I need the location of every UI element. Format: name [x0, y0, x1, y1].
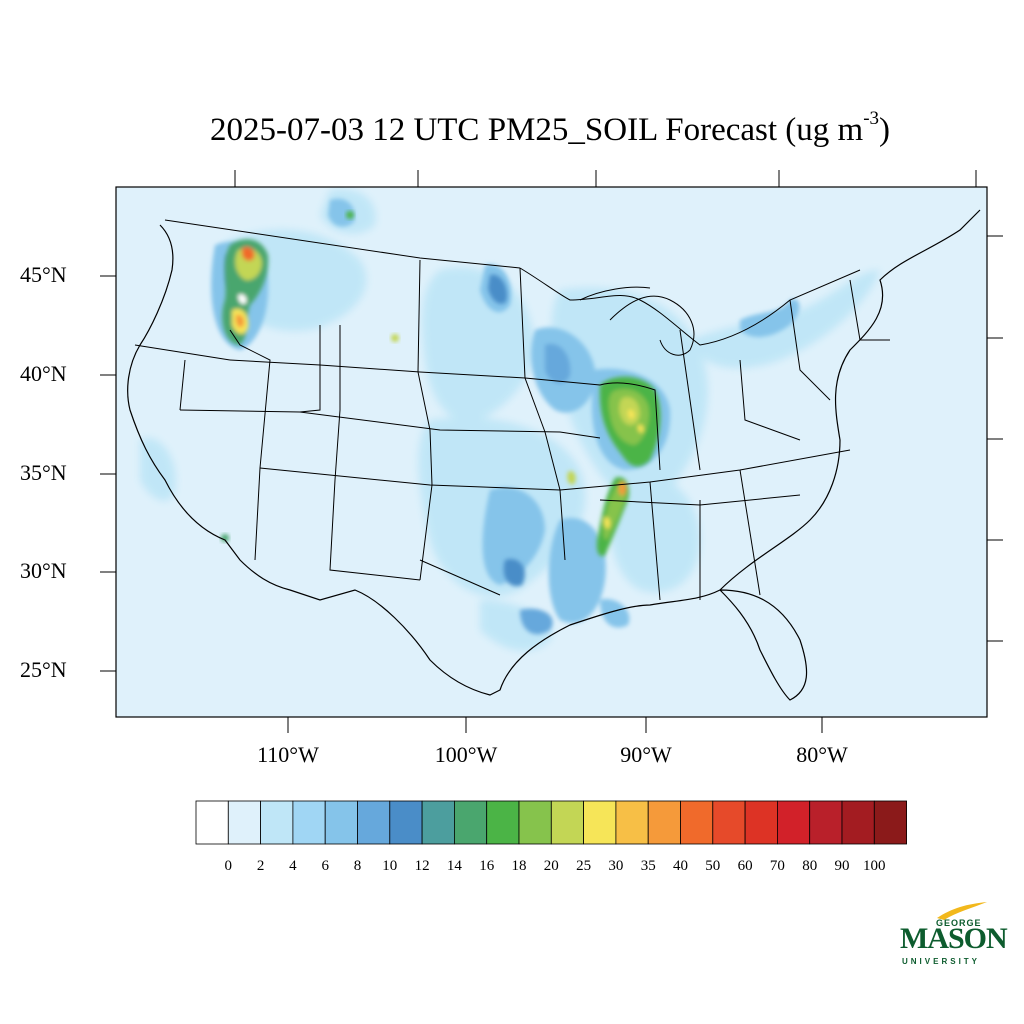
right-ticks — [987, 235, 1003, 642]
title-close: ) — [879, 112, 891, 148]
logo-george: GEORGE — [936, 918, 982, 928]
colorbar-level-label: 14 — [446, 858, 462, 874]
top-ticks — [234, 170, 977, 187]
colorbar-level-label: 60 — [737, 858, 753, 874]
lat-label-35n: 35°N — [20, 460, 67, 485]
lon-label-110w: 110°W — [257, 742, 319, 767]
colorbar-level-label: 2 — [256, 858, 265, 874]
gmu-logo: GEORGE MASON UNIVERSITY — [898, 900, 1008, 970]
colorbar-level-label: 30 — [608, 858, 624, 874]
left-ticks — [100, 275, 116, 672]
lon-label-80w: 80°W — [796, 742, 848, 767]
lon-label-100w: 100°W — [434, 742, 498, 767]
colorbar-level-label: 12 — [414, 858, 430, 874]
lon-label-90w: 90°W — [620, 742, 672, 767]
lat-label-25n: 25°N — [20, 657, 67, 682]
lat-label-40n: 40°N — [20, 361, 67, 386]
colorbar-level-label: 25 — [576, 858, 592, 874]
map-frame — [115, 186, 988, 718]
lat-label-30n: 30°N — [20, 558, 67, 583]
logo-swoosh-icon — [937, 902, 987, 920]
logo-mason: MASON — [900, 922, 1008, 955]
title-text: 2025-07-03 12 UTC PM25_SOIL Forecast (ug… — [209, 112, 864, 148]
concentration-field — [140, 189, 880, 651]
colorbar-level-label: 0 — [224, 858, 233, 874]
colorbar-level-label: 35 — [640, 858, 656, 874]
colorbar-level-label: 100 — [863, 858, 886, 874]
colorbar-level-label: 40 — [673, 858, 688, 874]
title-unit-exponent: -3 — [863, 108, 880, 129]
boundaries — [127, 209, 981, 701]
lat-label-45n: 45°N — [20, 262, 67, 287]
colorbar-level-label: 90 — [834, 858, 850, 874]
colorbar-level-label: 16 — [479, 858, 495, 874]
colorbar-level-label: 6 — [321, 858, 329, 874]
bottom-ticks — [287, 717, 823, 733]
colorbar-level-label: 50 — [705, 858, 721, 874]
colorbar-level-label: 8 — [353, 858, 362, 874]
map-title: 2025-07-03 12 UTC PM25_SOIL Forecast (ug… — [0, 108, 1024, 149]
colorbar-level-label: 4 — [289, 858, 297, 874]
colorbar-level-label: 10 — [382, 858, 398, 874]
logo-university: UNIVERSITY — [902, 957, 981, 966]
colorbar-level-label: 20 — [543, 858, 559, 874]
colorbar-level-label: 18 — [511, 858, 527, 874]
colorbar-level-label: 80 — [802, 858, 818, 874]
colorbar-level-label: 70 — [769, 858, 785, 874]
